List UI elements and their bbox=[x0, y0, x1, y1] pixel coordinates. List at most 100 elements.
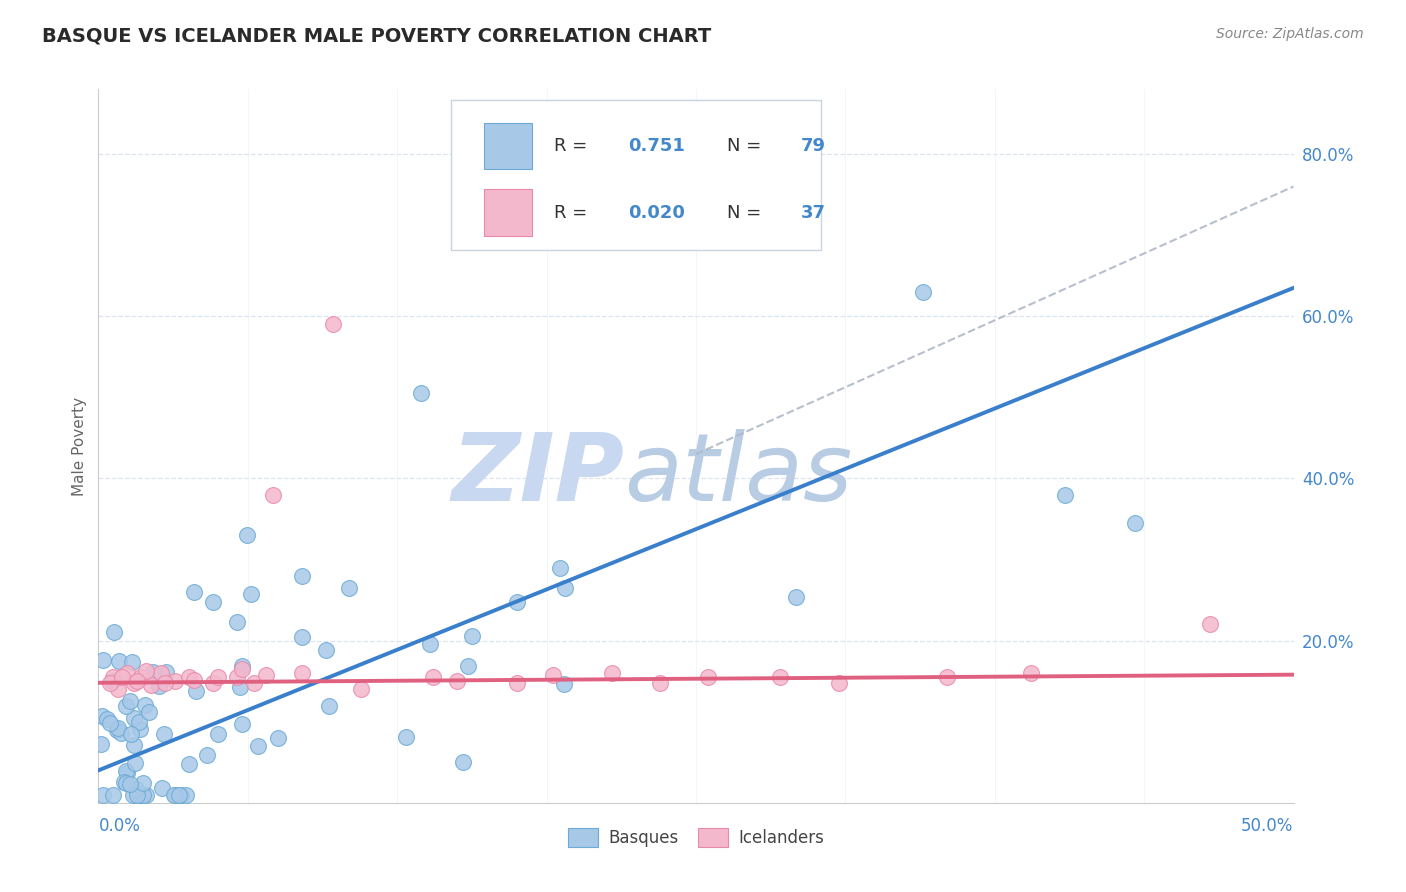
Point bbox=[266, 731, 288, 745]
Point bbox=[184, 684, 207, 698]
Point bbox=[101, 788, 124, 802]
Point bbox=[602, 666, 624, 681]
Point bbox=[125, 781, 148, 796]
Point bbox=[231, 659, 253, 673]
Point bbox=[315, 643, 337, 657]
FancyBboxPatch shape bbox=[485, 189, 533, 235]
Point bbox=[1019, 666, 1042, 681]
Text: R =: R = bbox=[554, 203, 586, 221]
Point bbox=[451, 755, 474, 769]
Text: 79: 79 bbox=[801, 137, 827, 155]
Point bbox=[155, 665, 177, 680]
Point bbox=[785, 591, 807, 605]
Point bbox=[177, 756, 200, 771]
Text: BASQUE VS ICELANDER MALE POVERTY CORRELATION CHART: BASQUE VS ICELANDER MALE POVERTY CORRELA… bbox=[42, 27, 711, 45]
Point bbox=[98, 716, 121, 731]
Point bbox=[163, 674, 186, 689]
Text: ZIP: ZIP bbox=[451, 428, 624, 521]
Legend: Basques, Icelanders: Basques, Icelanders bbox=[560, 819, 832, 855]
Point bbox=[322, 318, 344, 332]
Point bbox=[1054, 488, 1077, 502]
Point bbox=[128, 714, 150, 729]
Text: 37: 37 bbox=[801, 203, 827, 221]
Point bbox=[107, 682, 129, 697]
Point bbox=[115, 765, 138, 780]
Point bbox=[554, 581, 576, 595]
Point bbox=[120, 776, 142, 790]
Point bbox=[183, 585, 205, 599]
Point bbox=[131, 670, 153, 684]
Point bbox=[155, 675, 177, 690]
Point bbox=[318, 699, 340, 714]
Point bbox=[101, 670, 124, 684]
Point bbox=[262, 488, 284, 502]
Point bbox=[110, 726, 132, 740]
Point bbox=[553, 676, 575, 690]
Point bbox=[1123, 516, 1146, 530]
Point bbox=[254, 667, 277, 681]
Point bbox=[125, 674, 148, 689]
Point bbox=[115, 775, 138, 789]
Point bbox=[174, 788, 197, 802]
Point bbox=[90, 737, 112, 751]
Point bbox=[226, 670, 249, 684]
Point bbox=[105, 723, 128, 737]
Point bbox=[506, 675, 529, 690]
Point bbox=[107, 721, 129, 735]
Point bbox=[107, 654, 129, 668]
Point bbox=[350, 682, 373, 697]
Text: N =: N = bbox=[727, 137, 761, 155]
Point bbox=[131, 776, 153, 790]
Point bbox=[120, 693, 142, 707]
Text: 0.0%: 0.0% bbox=[98, 817, 141, 835]
Point bbox=[207, 727, 229, 741]
Point bbox=[231, 662, 253, 676]
Point bbox=[247, 739, 270, 753]
Point bbox=[243, 675, 266, 690]
Point bbox=[235, 528, 257, 542]
Point bbox=[131, 788, 153, 802]
Text: R =: R = bbox=[554, 137, 586, 155]
Point bbox=[179, 670, 201, 684]
Point bbox=[121, 656, 143, 670]
Point bbox=[98, 675, 122, 690]
Point bbox=[101, 673, 124, 688]
Point bbox=[195, 748, 218, 763]
Point bbox=[291, 666, 314, 681]
Point bbox=[124, 711, 146, 725]
Point bbox=[127, 788, 149, 802]
Point bbox=[96, 712, 118, 726]
Point bbox=[135, 665, 157, 679]
Point bbox=[1199, 617, 1222, 632]
Point bbox=[139, 678, 162, 692]
Point bbox=[115, 666, 138, 681]
Point bbox=[506, 595, 529, 609]
Point bbox=[550, 560, 572, 574]
Point bbox=[115, 698, 138, 713]
Point bbox=[231, 716, 253, 731]
Point bbox=[339, 581, 361, 595]
Text: atlas: atlas bbox=[624, 429, 852, 520]
Point bbox=[124, 756, 146, 771]
Point bbox=[149, 666, 172, 681]
Text: 0.020: 0.020 bbox=[628, 203, 685, 221]
Point bbox=[828, 675, 851, 690]
Point bbox=[153, 727, 176, 741]
Point bbox=[167, 788, 190, 802]
Point bbox=[114, 764, 136, 779]
Point bbox=[124, 738, 146, 752]
Point bbox=[152, 780, 174, 795]
Point bbox=[120, 727, 142, 741]
Point bbox=[911, 285, 934, 299]
Point bbox=[446, 674, 468, 689]
Point bbox=[91, 709, 114, 723]
Point bbox=[936, 670, 959, 684]
Point bbox=[129, 788, 152, 802]
Point bbox=[122, 788, 145, 802]
Point bbox=[229, 680, 252, 694]
Point bbox=[648, 675, 672, 690]
Point bbox=[240, 587, 263, 601]
Point bbox=[91, 788, 114, 802]
Point bbox=[183, 673, 205, 687]
Point bbox=[134, 698, 156, 712]
